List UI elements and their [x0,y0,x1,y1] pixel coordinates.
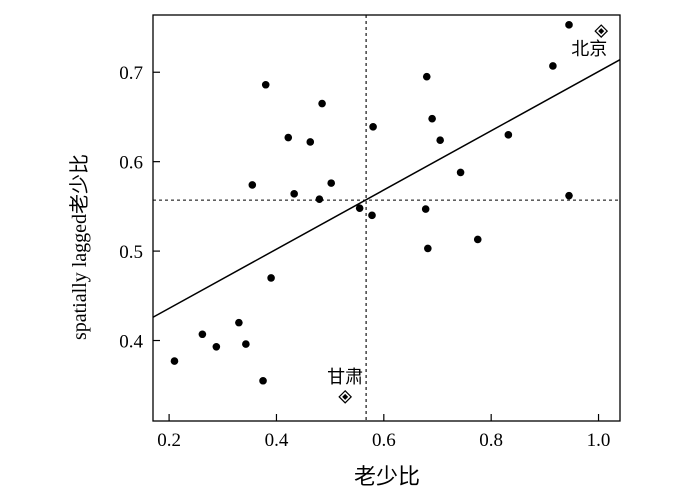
data-point [259,376,267,385]
data-point [436,136,444,144]
data-point [318,99,326,108]
data-point [235,318,243,327]
data-point [422,72,431,81]
data-point [565,21,573,29]
x-tick-label: 0.2 [157,430,181,451]
y-axis-label: spatially lagged老少比 [68,154,91,340]
data-point [424,244,432,253]
data-point [267,274,275,282]
data-point [315,195,324,204]
data-point [565,191,573,200]
highlight-label: 甘肃 [327,367,363,388]
plot-frame [152,14,621,422]
data-point [355,204,364,212]
y-tick-label: 0.7 [119,63,143,84]
data-point [421,205,430,213]
y-tick-label: 0.4 [119,332,143,353]
data-point [261,80,270,89]
highlight-marker-inner [598,28,605,35]
data-point [369,122,377,131]
data-point [473,235,482,244]
highlight-point: 北京 [571,24,609,60]
data-point [212,342,221,351]
x-tick-label: 0.6 [372,430,396,451]
data-point [248,181,257,189]
data-point [327,179,336,187]
regression-line [152,59,621,318]
data-point [290,190,298,198]
data-point [306,138,315,146]
data-point [549,62,557,70]
x-tick-label: 1.0 [587,430,611,451]
data-point [456,168,465,177]
data-point [170,357,179,365]
x-axis-label: 老少比 [354,464,420,489]
x-tick-label: 0.8 [479,430,503,451]
y-tick-label: 0.5 [119,242,143,263]
data-point [368,211,376,220]
x-tick-label: 0.4 [265,430,289,451]
data-point [242,340,250,348]
data-point [198,330,207,339]
highlight-point: 甘肃 [327,367,363,404]
highlight-label: 北京 [571,39,607,60]
data-point [284,133,293,142]
data-point [428,114,436,123]
data-point [504,131,513,139]
highlight-marker-inner [342,393,349,400]
y-tick-label: 0.6 [119,153,143,174]
